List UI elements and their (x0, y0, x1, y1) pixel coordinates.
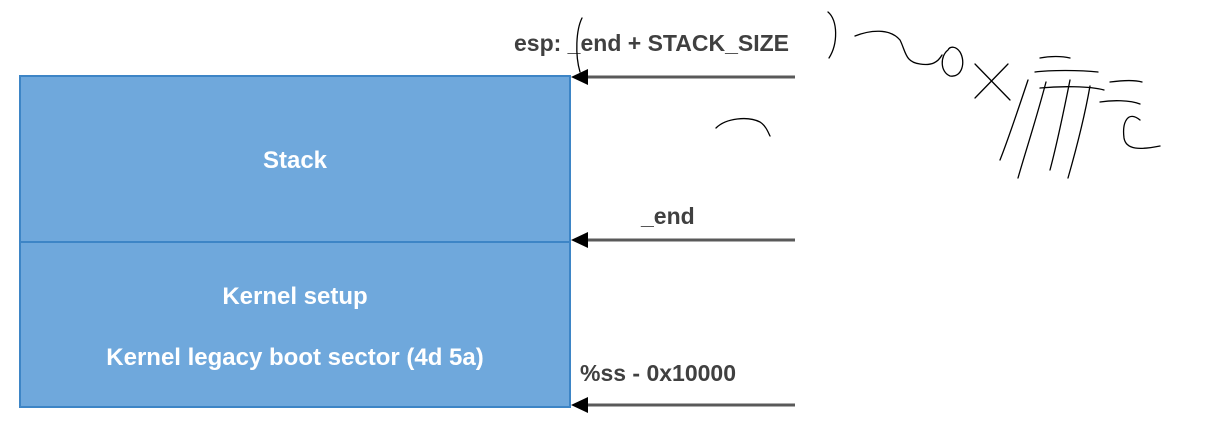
ss-arrow (571, 397, 795, 413)
ss-pointer-label: %ss - 0x10000 (580, 360, 737, 386)
stack-region: Stack (19, 75, 571, 243)
kernel-setup-label: Kernel setup (222, 283, 368, 310)
kernel-region: Kernel setup Kernel legacy boot sector (… (19, 241, 571, 408)
stack-label: Stack (262, 147, 328, 174)
esp-arrow (571, 69, 795, 85)
esp-pointer-label: esp: _end + STACK_SIZE (514, 30, 790, 56)
end-pointer-label: _end (641, 203, 695, 229)
handwritten-annotation (576, 11, 1161, 179)
end-arrow (571, 232, 795, 248)
kernel-boot-sector-label: Kernel legacy boot sector (4d 5a) (106, 344, 484, 371)
